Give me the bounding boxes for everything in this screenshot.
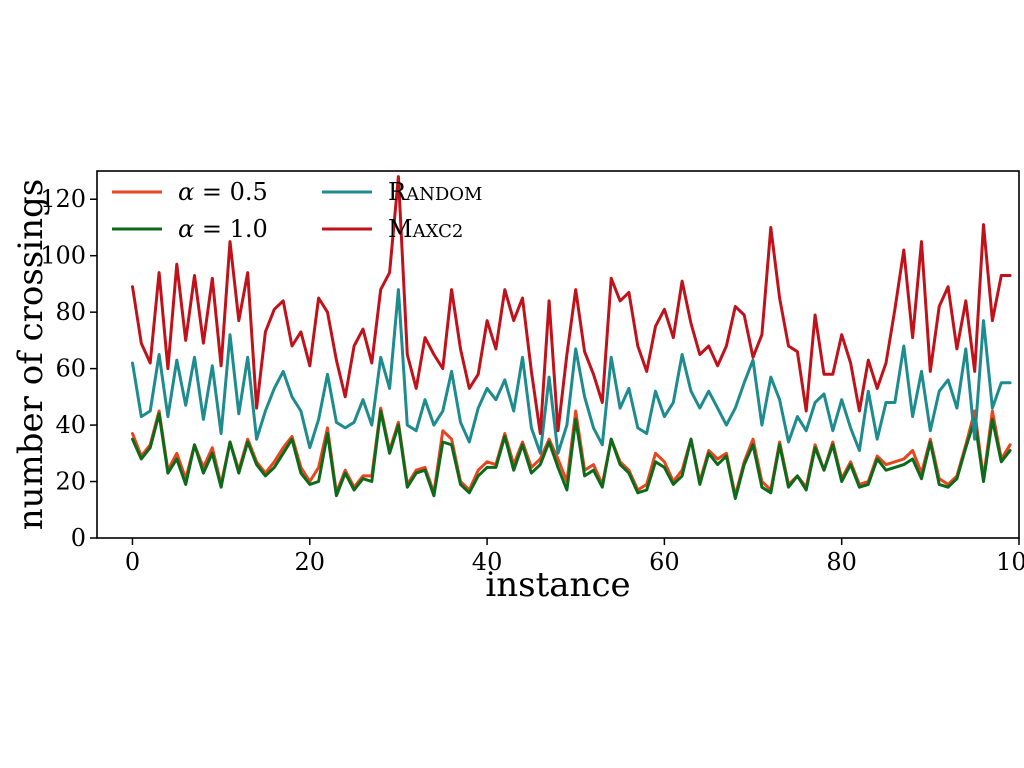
legend-label: α = 0.5: [178, 178, 268, 206]
series-line-1: [131, 409, 1012, 500]
legend-label: MAXC2: [388, 215, 463, 243]
x-tick-label: 80: [826, 548, 857, 576]
x-tick-label: 100: [996, 548, 1024, 576]
x-tick-label: 0: [125, 548, 140, 576]
x-tick-label: 20: [294, 548, 325, 576]
plot-frame: [96, 170, 1020, 539]
y-tick-label: 20: [55, 468, 86, 496]
y-tick-label: 80: [55, 298, 86, 326]
series-layer: [131, 175, 1012, 500]
y-tick-label: 120: [40, 185, 86, 213]
x-tick-label: 40: [472, 548, 503, 576]
tick-layer: 0 20 40 60 80 100 0 20 40 60 80 100 120: [40, 185, 1024, 576]
y-tick-label: 100: [40, 242, 86, 270]
series-line-2: [131, 288, 1012, 455]
y-tick-label: 0: [71, 524, 86, 552]
x-tick-label: 60: [649, 548, 680, 576]
legend: α = 0.5 α = 1.0 RANDOM MAXC2: [112, 178, 482, 243]
legend-label: RANDOM: [388, 178, 482, 206]
y-axis-title: number of crossings: [11, 179, 51, 531]
x-axis-title: instance: [485, 565, 630, 605]
series-line-3: [131, 175, 1012, 435]
legend-label: α = 1.0: [178, 215, 268, 243]
y-tick-label: 40: [55, 411, 86, 439]
y-tick-label: 60: [55, 355, 86, 383]
